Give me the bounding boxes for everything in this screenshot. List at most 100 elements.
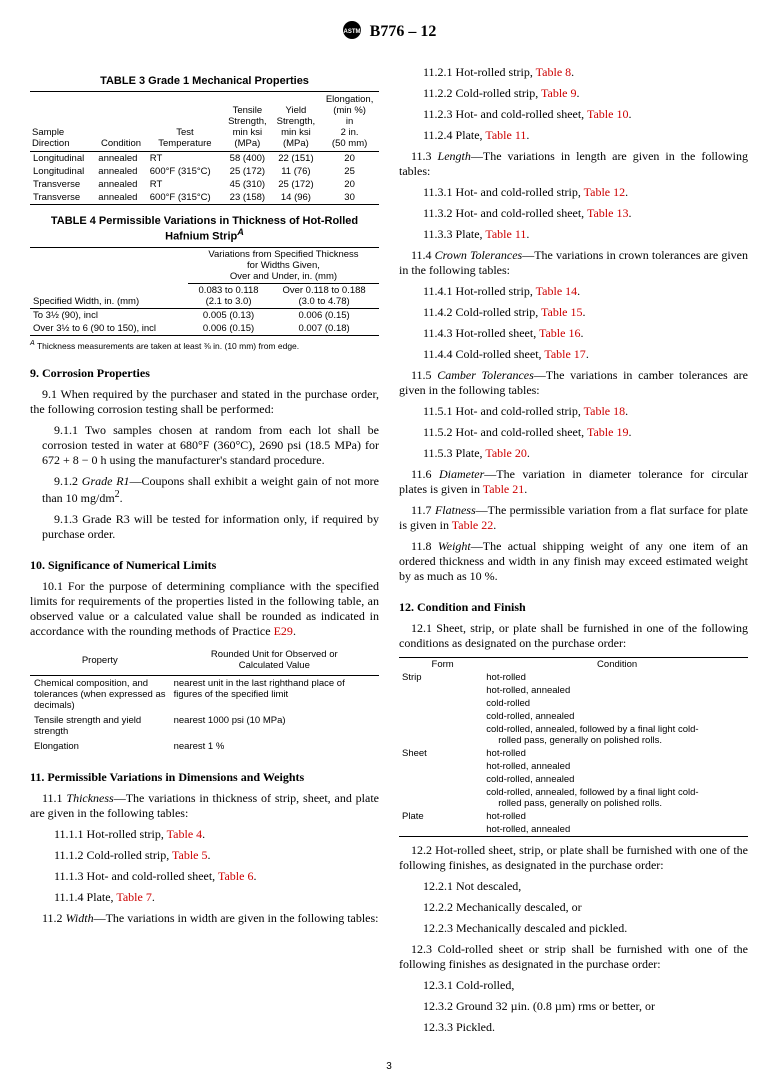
list-item: 11.1.1 Hot-rolled strip, Table 4. <box>42 827 379 842</box>
table-link[interactable]: Table 18 <box>584 404 625 418</box>
table-link[interactable]: Table 13 <box>587 206 628 220</box>
t10-h2: Rounded Unit for Observed or Calculated … <box>170 645 379 676</box>
table-link[interactable]: Table 20 <box>485 446 526 460</box>
table-cell: Longitudinal <box>30 165 95 178</box>
table-link[interactable]: Table 12 <box>584 185 625 199</box>
list-item: 11.2.4 Plate, Table 11. <box>411 128 748 143</box>
p10-1: 10.1 For the purpose of determining comp… <box>30 579 379 639</box>
page-number: 3 <box>30 1061 748 1072</box>
list-item: 11.2.2 Cold-rolled strip, Table 9. <box>411 86 748 101</box>
table3-header-row: Sample DirectionConditionTest Temperatur… <box>30 92 379 152</box>
table-cell: 600°F (315°C) <box>147 191 223 205</box>
table-row: Elongationnearest 1 % <box>30 739 379 754</box>
table-link[interactable]: Table 11 <box>485 128 526 142</box>
sec11-title: 11. Permissible Variations in Dimensions… <box>30 770 379 785</box>
table-cell: Tensile strength and yield strength <box>30 713 170 739</box>
list-item-label: 11.2.3 Hot- and cold-rolled sheet, <box>423 107 587 121</box>
table-cell: cold-rolled <box>486 697 748 710</box>
table-cell: cold-rolled, annealed <box>486 710 748 723</box>
table-row: Longitudinalannealed600°F (315°C)25 (172… <box>30 165 379 178</box>
list-item: 11.4.3 Hot-rolled sheet, Table 16. <box>411 326 748 341</box>
t10-h1: Property <box>30 645 170 676</box>
table-link[interactable]: Table 4 <box>167 827 202 841</box>
table3-header: Tensile Strength, min ksi (MPa) <box>223 92 272 152</box>
table-link[interactable]: Table 9 <box>541 86 576 100</box>
list-item-label: 11.1.3 Hot- and cold-rolled sheet, <box>54 869 218 883</box>
p9-1: 9.1 When required by the purchaser and s… <box>30 387 379 417</box>
table-cell: hot-rolled <box>486 671 748 684</box>
p11-3: 11.3 Length—The variations in length are… <box>399 149 748 179</box>
list-item-label: 11.5.2 Hot- and cold-rolled sheet, <box>423 425 587 439</box>
t12-h2: Condition <box>486 658 748 672</box>
link-table22[interactable]: Table 22 <box>452 518 493 532</box>
table-row: Chemical composition, and tolerances (wh… <box>30 676 379 714</box>
table-link[interactable]: Table 16 <box>539 326 580 340</box>
t4-col1-header: Specified Width, in. (mm) <box>30 247 188 308</box>
table-link[interactable]: Table 7 <box>116 890 151 904</box>
table3-header: Elongation, (min %) in 2 in. (50 mm) <box>320 92 379 152</box>
list-item-label: 11.1.4 Plate, <box>54 890 116 904</box>
table-cell: 0.007 (0.18) <box>269 322 379 336</box>
list-item-label: 11.3.1 Hot- and cold-rolled strip, <box>423 185 584 199</box>
table-link[interactable]: Table 11 <box>485 227 526 241</box>
table-cell <box>399 823 486 837</box>
p9-1-1: 9.1.1 Two samples chosen at random from … <box>42 423 379 468</box>
table-link[interactable]: Table 14 <box>536 284 577 298</box>
sec9-title: 9. Corrosion Properties <box>30 366 379 381</box>
table-link[interactable]: Table 6 <box>218 869 253 883</box>
table-link[interactable]: Table 10 <box>587 107 628 121</box>
list-item: 12.3.2 Ground 32 µin. (0.8 µm) rms or be… <box>411 999 748 1014</box>
table-row: hot-rolled, annealed <box>399 823 748 837</box>
list-item: 12.3.1 Cold-rolled, <box>411 978 748 993</box>
list-item-label: 11.3.3 Plate, <box>423 227 485 241</box>
table3-header: Test Temperature <box>147 92 223 152</box>
p11-7: 11.7 Flatness—The permissible variation … <box>399 503 748 533</box>
list-item-label: 11.5.1 Hot- and cold-rolled strip, <box>423 404 584 418</box>
table-link[interactable]: Table 8 <box>536 65 571 79</box>
table12: FormCondition Striphot-rolledhot-rolled,… <box>399 657 748 837</box>
list-item: 11.3.1 Hot- and cold-rolled strip, Table… <box>411 185 748 200</box>
table-cell: 58 (400) <box>223 152 272 166</box>
table-cell <box>399 684 486 697</box>
list-item: 11.5.1 Hot- and cold-rolled strip, Table… <box>411 404 748 419</box>
link-table21[interactable]: Table 21 <box>483 482 524 496</box>
table-cell: Elongation <box>30 739 170 754</box>
table-cell: cold-rolled, annealed <box>486 773 748 786</box>
p11-1: 11.1 Thickness—The variations in thickne… <box>30 791 379 821</box>
table-link[interactable]: Table 5 <box>172 848 207 862</box>
table3: Sample DirectionConditionTest Temperatur… <box>30 91 379 205</box>
table-link[interactable]: Table 19 <box>587 425 628 439</box>
table-cell: Chemical composition, and tolerances (wh… <box>30 676 170 714</box>
list-item-label: 11.1.1 Hot-rolled strip, <box>54 827 167 841</box>
list-item: 11.5.2 Hot- and cold-rolled sheet, Table… <box>411 425 748 440</box>
table-cell: hot-rolled, annealed <box>486 823 748 837</box>
table-row: LongitudinalannealedRT58 (400)22 (151)20 <box>30 152 379 166</box>
list-item-label: 11.2.4 Plate, <box>423 128 485 142</box>
table-link[interactable]: Table 15 <box>541 305 582 319</box>
table-cell: 30 <box>320 191 379 205</box>
link-e29[interactable]: E29 <box>274 624 293 638</box>
table-row: cold-rolled, annealed <box>399 710 748 723</box>
table4-footnote: A Thickness measurements are taken at le… <box>30 339 379 351</box>
table-cell: hot-rolled <box>486 810 748 823</box>
table-cell: 25 (172) <box>223 165 272 178</box>
table-cell: nearest 1 % <box>170 739 379 754</box>
sec10-title: 10. Significance of Numerical Limits <box>30 558 379 573</box>
table-cell: 25 <box>320 165 379 178</box>
table-link[interactable]: Table 17 <box>544 347 585 361</box>
table-cell: Strip <box>399 671 486 684</box>
table3-header: Yield Strength, min ksi (MPa) <box>272 92 321 152</box>
p11-6: 11.6 Diameter—The variation in diameter … <box>399 467 748 497</box>
table-cell: To 3½ (90), incl <box>30 308 188 322</box>
list-item-label: 11.4.1 Hot-rolled strip, <box>423 284 536 298</box>
table-cell <box>399 786 486 810</box>
t4-span-header: Variations from Specified Thickness for … <box>188 247 379 283</box>
table-cell: Transverse <box>30 191 95 205</box>
table-cell: hot-rolled, annealed <box>486 760 748 773</box>
table-row: Platehot-rolled <box>399 810 748 823</box>
list-item: 11.1.4 Plate, Table 7. <box>42 890 379 905</box>
list-item: 11.4.4 Cold-rolled sheet, Table 17. <box>411 347 748 362</box>
table-cell: 0.006 (0.15) <box>269 308 379 322</box>
table-cell: Sheet <box>399 747 486 760</box>
table-cell: cold-rolled, annealed, followed by a fin… <box>486 723 748 747</box>
